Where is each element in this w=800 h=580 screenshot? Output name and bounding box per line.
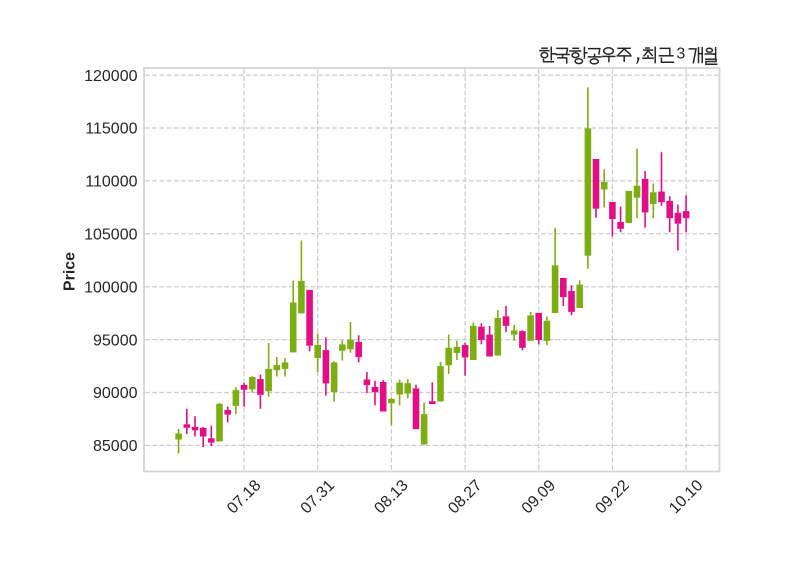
svg-text:105000: 105000 [84,227,137,244]
svg-text:115000: 115000 [85,121,137,138]
svg-text:85000: 85000 [93,438,138,455]
svg-text:100000: 100000 [84,279,137,296]
svg-text:Price: Price [62,252,79,291]
svg-text:90000: 90000 [93,385,138,402]
svg-text:110000: 110000 [85,174,137,191]
svg-text:120000: 120000 [84,68,137,85]
svg-text:3: 3 [676,46,685,63]
svg-text:95000: 95000 [93,332,138,349]
